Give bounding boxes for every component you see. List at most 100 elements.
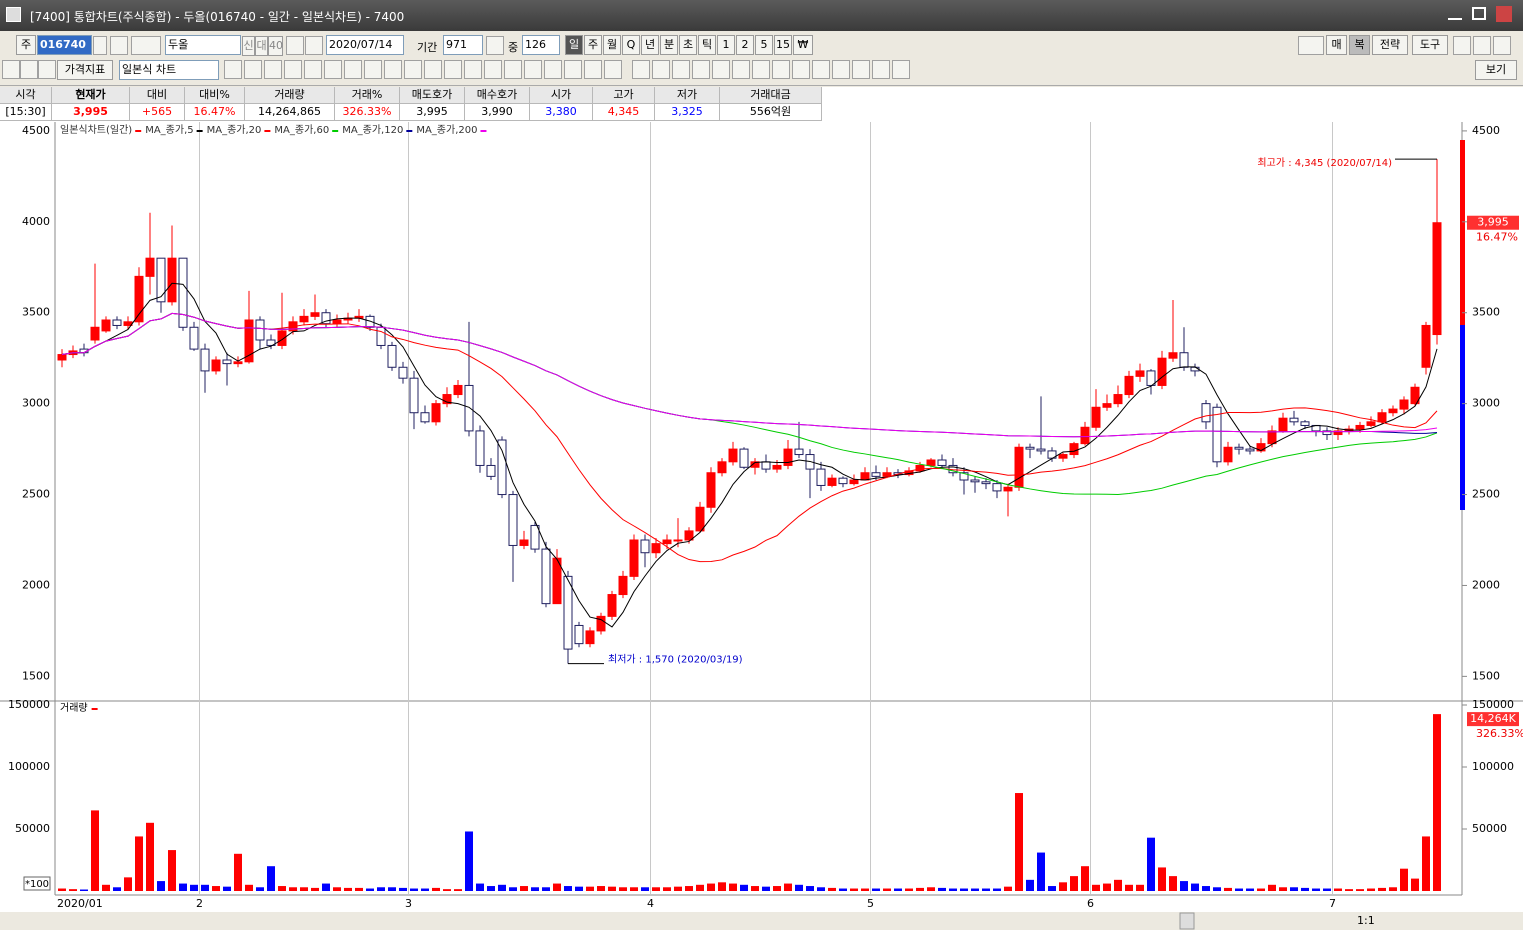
tool-icon[interactable]	[832, 60, 850, 79]
swap[interactable]	[20, 60, 38, 79]
dropdown[interactable]	[93, 36, 107, 55]
folder[interactable]	[1453, 36, 1471, 55]
right-button[interactable]: 복	[1349, 35, 1370, 55]
sin[interactable]: 신	[242, 36, 255, 56]
tool-icon[interactable]	[264, 60, 282, 79]
x-tick-label: 4	[647, 897, 654, 910]
tool-icon[interactable]	[244, 60, 262, 79]
tool-icon[interactable]	[564, 60, 582, 79]
candle-body	[1388, 408, 1398, 414]
n40[interactable]: 40	[268, 36, 283, 56]
maximize[interactable]	[1472, 7, 1486, 20]
tool-icon[interactable]	[344, 60, 362, 79]
chart-kind[interactable]: 일본식 차트	[119, 60, 219, 80]
tool-icon[interactable]	[692, 60, 710, 79]
edit[interactable]	[38, 60, 56, 79]
legend-label: MA_종가,200	[416, 124, 477, 136]
tool-icon[interactable]	[504, 60, 522, 79]
close[interactable]	[1496, 6, 1512, 22]
volume-bar	[443, 889, 451, 891]
indicator[interactable]: 가격지표	[57, 60, 113, 80]
period-button[interactable]: 15	[774, 35, 792, 55]
tool-icon[interactable]	[304, 60, 322, 79]
period-button[interactable]: 월	[603, 35, 621, 55]
right-button[interactable]: 매	[1326, 35, 1347, 55]
tool-icon[interactable]	[872, 60, 890, 79]
quote-header: 대비	[130, 87, 185, 104]
sort[interactable]	[131, 36, 161, 55]
volume-bar	[1400, 868, 1408, 891]
tool-icon[interactable]	[812, 60, 830, 79]
prev[interactable]	[305, 36, 323, 55]
candle-body	[167, 257, 177, 303]
tool-icon[interactable]	[424, 60, 442, 79]
scroll-thumb[interactable]	[1179, 912, 1195, 930]
candle-body	[1179, 352, 1189, 368]
candle-body	[57, 354, 67, 361]
tool-icon[interactable]	[604, 60, 622, 79]
period-button[interactable]: 일	[565, 35, 583, 55]
tool-icon[interactable]	[892, 60, 910, 79]
tool-icon[interactable]	[672, 60, 690, 79]
period-button[interactable]: 분	[660, 35, 678, 55]
search[interactable]	[110, 36, 128, 55]
date-input[interactable]: 2020/07/14	[326, 35, 404, 55]
tool-icon[interactable]	[464, 60, 482, 79]
tool-icon[interactable]	[772, 60, 790, 79]
tool-icon[interactable]	[732, 60, 750, 79]
tool-icon[interactable]	[544, 60, 562, 79]
candle-body	[530, 524, 540, 550]
spin[interactable]	[486, 36, 504, 55]
y-tick-label-right: 3500	[1472, 306, 1500, 319]
tool-icon[interactable]	[404, 60, 422, 79]
period-button[interactable]: Q	[622, 35, 640, 55]
period-button[interactable]: 2	[736, 35, 754, 55]
tool-icon[interactable]	[324, 60, 342, 79]
period-button[interactable]: 틱	[698, 35, 716, 55]
period-button[interactable]: 초	[679, 35, 697, 55]
tool-icon[interactable]	[852, 60, 870, 79]
right-button[interactable]: 도구	[1412, 35, 1448, 55]
tool-icon[interactable]	[712, 60, 730, 79]
volume-tick-label-right: 50000	[1472, 822, 1507, 835]
tool-icon[interactable]	[284, 60, 302, 79]
count-input[interactable]: 126	[522, 35, 560, 55]
settings[interactable]	[1493, 36, 1511, 55]
save[interactable]	[1473, 36, 1491, 55]
view[interactable]: 보기	[1475, 60, 1517, 80]
code-input[interactable]: 016740	[37, 35, 92, 55]
period-button[interactable]: ₩	[793, 35, 813, 55]
minimize[interactable]	[1448, 8, 1462, 20]
dae[interactable]: 대	[255, 36, 268, 56]
tool-icon[interactable]	[632, 60, 650, 79]
volume-bar	[410, 888, 418, 891]
name-input[interactable]: 두올	[165, 35, 241, 55]
tool-icon[interactable]	[652, 60, 670, 79]
tool-icon[interactable]	[524, 60, 542, 79]
tool-icon[interactable]	[444, 60, 462, 79]
period-button[interactable]: 년	[641, 35, 659, 55]
right-button[interactable]: 전략	[1372, 35, 1408, 55]
tool-icon[interactable]	[384, 60, 402, 79]
next[interactable]	[286, 36, 304, 55]
label-jong[interactable]: 주	[16, 35, 36, 55]
period-input[interactable]: 971	[443, 35, 483, 55]
volume-bar	[1136, 884, 1144, 891]
period-button[interactable]: 주	[584, 35, 602, 55]
last-price: 3,995	[1477, 216, 1509, 229]
tool-icon[interactable]	[364, 60, 382, 79]
candle-body	[585, 630, 595, 645]
volume-bar	[1048, 886, 1056, 891]
period-button[interactable]: 5	[755, 35, 773, 55]
cloud[interactable]	[1298, 36, 1324, 55]
tool-icon[interactable]	[224, 60, 242, 79]
tool-icon[interactable]	[752, 60, 770, 79]
tool-icon[interactable]	[792, 60, 810, 79]
candle-body	[486, 464, 496, 477]
volume-bar	[828, 887, 836, 891]
period-button[interactable]: 1	[717, 35, 735, 55]
up[interactable]	[2, 60, 20, 79]
tool-icon[interactable]	[584, 60, 602, 79]
tool-icon[interactable]	[484, 60, 502, 79]
window-title: [7400] 통합차트(주식종합) - 두올(016740 - 일간 - 일본식…	[30, 10, 405, 24]
